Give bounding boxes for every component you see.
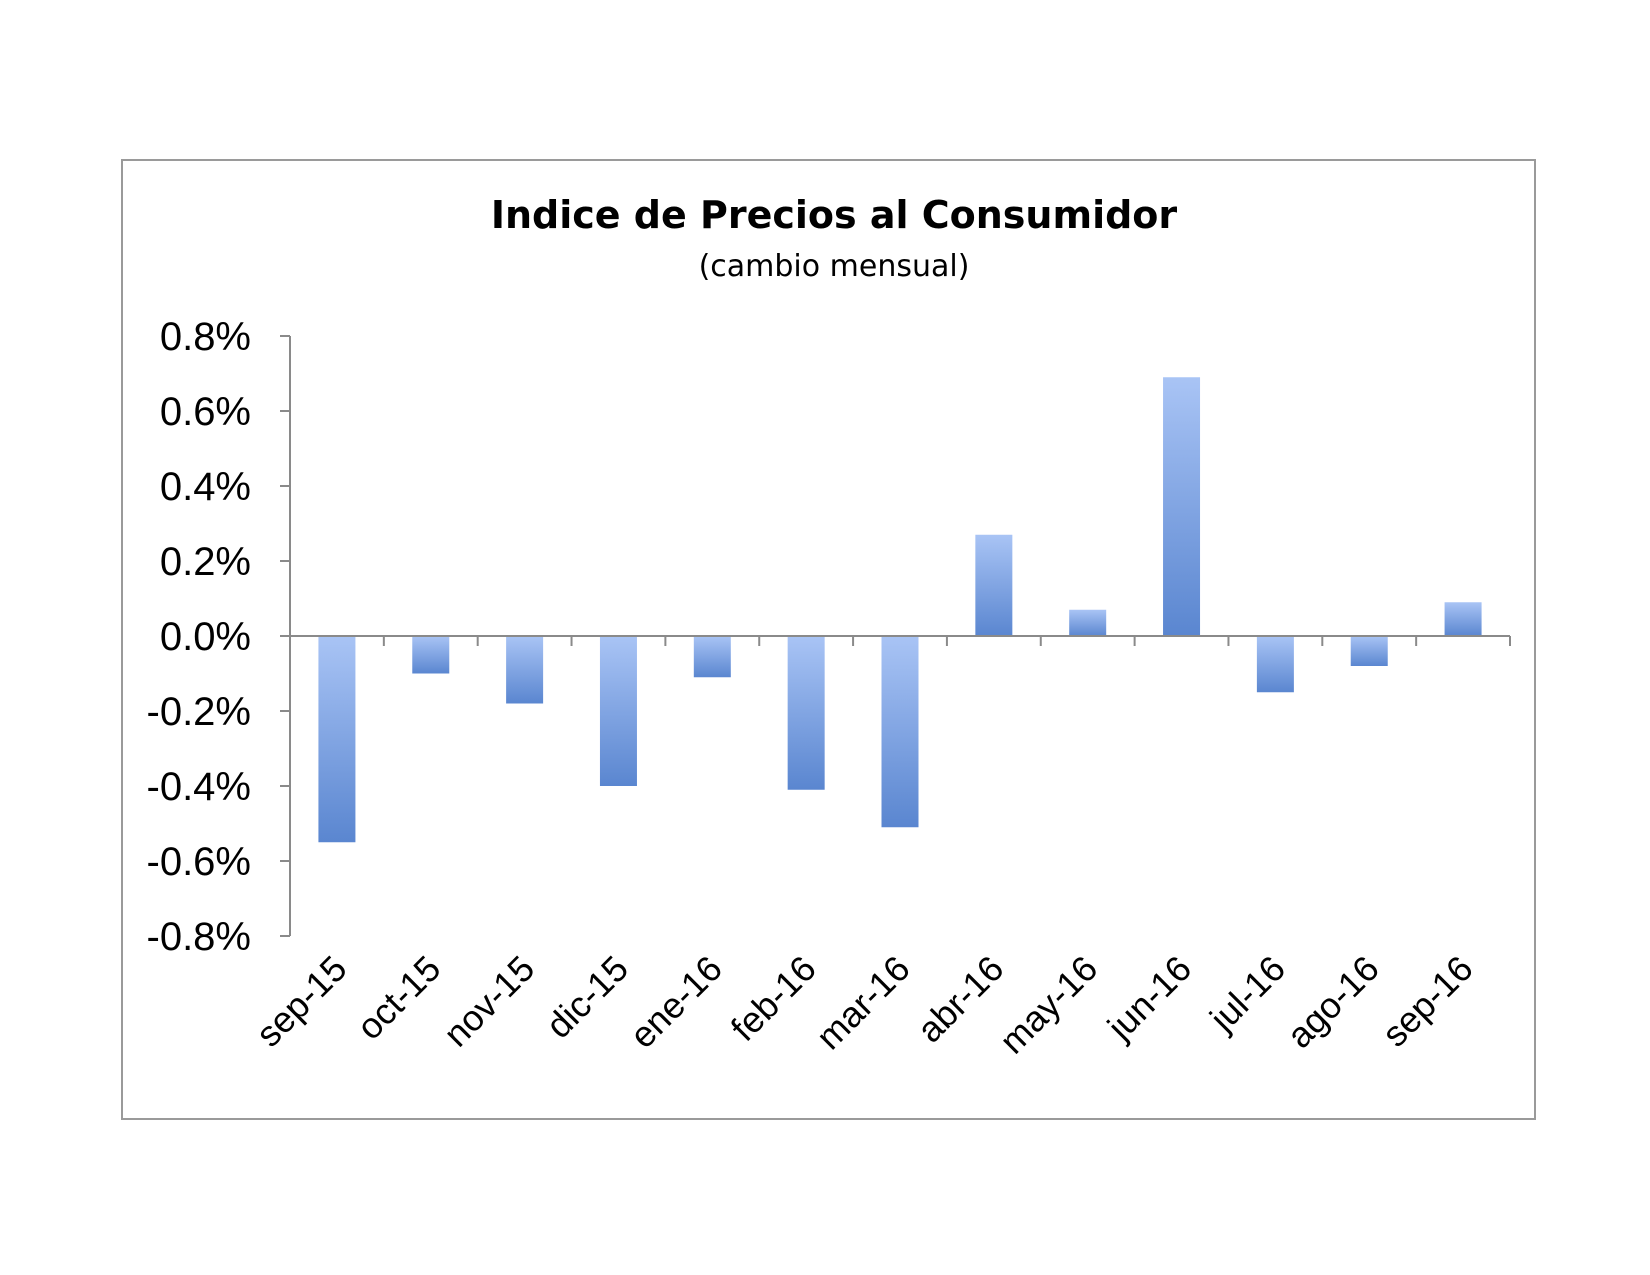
chart-subtitle: (cambio mensual) bbox=[699, 249, 970, 284]
bar-feb-16 bbox=[787, 636, 825, 790]
y-tick-label: 0.0% bbox=[160, 615, 251, 659]
y-tick-label: 0.6% bbox=[160, 390, 251, 434]
x-tick-label: ago-16 bbox=[1279, 948, 1387, 1056]
x-tick-label: ene-16 bbox=[622, 948, 730, 1056]
x-tick-label: mar-16 bbox=[808, 948, 918, 1058]
y-tick-label: -0.8% bbox=[147, 915, 252, 959]
bar-ago-16 bbox=[1350, 636, 1388, 666]
bar-mar-16 bbox=[881, 636, 919, 828]
x-tick-label: sep-15 bbox=[248, 948, 355, 1055]
bar-abr-16 bbox=[975, 534, 1013, 636]
chart-title: Indice de Precios al Consumidor bbox=[491, 193, 1178, 237]
y-tick-label: -0.4% bbox=[147, 765, 252, 809]
y-axis: 0.8% 0.6% 0.4% 0.2% 0.0% -0.2% -0.4% -0.6% -0.8% bbox=[147, 315, 291, 959]
bar-jun-16 bbox=[1163, 377, 1201, 636]
bar-dic-15 bbox=[599, 636, 637, 786]
y-tick-label: -0.2% bbox=[147, 690, 252, 734]
y-tick-label: 0.8% bbox=[160, 315, 251, 359]
x-tick-label: sep-16 bbox=[1374, 948, 1481, 1055]
bar-jul-16 bbox=[1256, 636, 1294, 693]
y-tick-label: 0.2% bbox=[160, 540, 251, 584]
chart-svg: Indice de Precios al Consumidor (cambio … bbox=[147, 193, 1511, 1062]
x-tick-label: dic-15 bbox=[538, 948, 636, 1046]
x-axis: sep-15oct-15nov-15dic-15ene-16feb-16mar-… bbox=[248, 635, 1511, 1062]
x-tick-label: jun-16 bbox=[1099, 948, 1199, 1048]
x-tick-label: may-16 bbox=[991, 948, 1105, 1062]
y-tick-label: -0.6% bbox=[147, 840, 252, 884]
x-tick-label: nov-15 bbox=[435, 948, 542, 1055]
bar-nov-15 bbox=[506, 636, 544, 704]
bar-sep-15 bbox=[318, 636, 356, 843]
bar-sep-16 bbox=[1444, 602, 1482, 636]
bars bbox=[318, 377, 1482, 843]
x-tick-label: oct-15 bbox=[349, 948, 449, 1048]
bar-ene-16 bbox=[693, 636, 731, 678]
y-tick-label: 0.4% bbox=[160, 465, 251, 509]
bar-oct-15 bbox=[412, 636, 450, 674]
chart-frame: Indice de Precios al Consumidor (cambio … bbox=[121, 159, 1536, 1120]
bar-may-16 bbox=[1069, 609, 1107, 636]
x-tick-label: feb-16 bbox=[723, 948, 824, 1049]
